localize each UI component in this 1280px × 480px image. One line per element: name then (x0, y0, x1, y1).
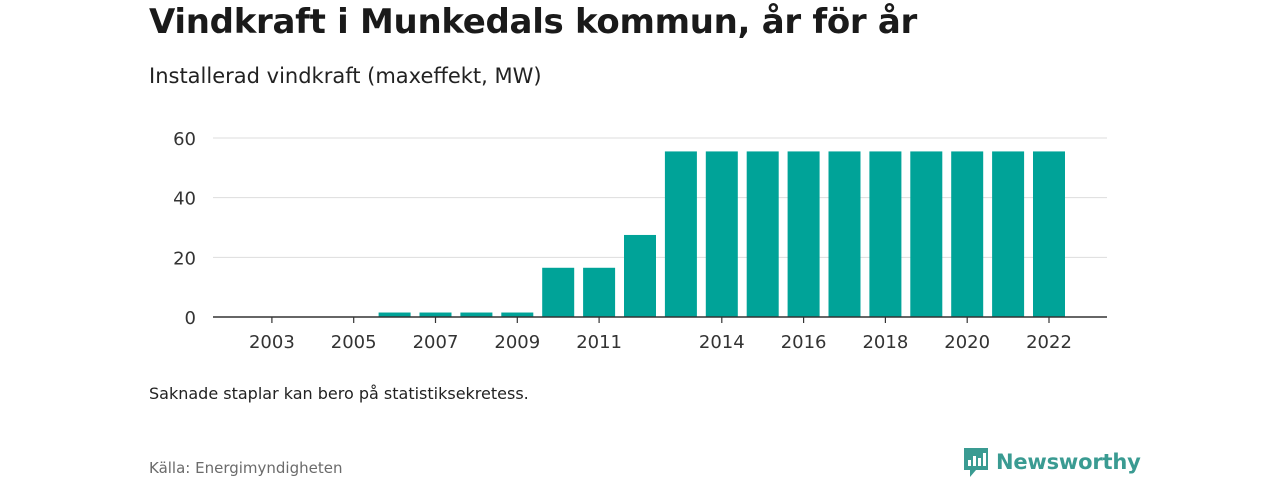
x-tick-label: 2007 (413, 332, 459, 353)
bar-2012 (624, 234, 656, 317)
brand-name: Newsworthy (996, 450, 1141, 474)
bar-2019 (910, 151, 943, 317)
x-tick-label: 2011 (576, 332, 622, 353)
x-tick-label: 2016 (781, 332, 827, 353)
y-tick-label: 40 (173, 189, 196, 210)
x-tick-label: 2003 (249, 332, 295, 353)
bars (378, 151, 1065, 317)
bar-2010 (542, 267, 575, 317)
bar-2007 (419, 312, 452, 317)
x-tick-label: 2005 (331, 332, 377, 353)
y-tick-label: 20 (173, 248, 196, 269)
x-tick-label: 2014 (699, 332, 745, 353)
chart-subtitle: Installerad vindkraft (maxeffekt, MW) (149, 64, 542, 88)
bar-2022 (1033, 151, 1065, 317)
bar-2011 (583, 267, 616, 317)
bar-2015 (746, 151, 779, 317)
bar-2013 (664, 151, 697, 317)
y-tick-label: 60 (173, 129, 196, 150)
x-tick-label: 2018 (862, 332, 908, 353)
bar-chart: 0 20 40 60 2003 2005 2007 2009 2011 2014 2016 2018 2… (173, 129, 1107, 353)
x-tick-label: 2022 (1026, 332, 1072, 353)
x-tick-label: 2009 (494, 332, 540, 353)
bar-2021 (992, 151, 1025, 317)
newsworthy-logo[interactable]: Newsworthy (962, 446, 1141, 478)
bar-2018 (869, 151, 902, 317)
bar-2006 (378, 312, 411, 317)
source-label: Källa: Energimyndigheten (149, 459, 343, 477)
bar-2009 (501, 312, 534, 317)
chart-note: Saknade staplar kan bero på statistiksek… (149, 384, 529, 403)
bar-2014 (705, 151, 738, 317)
bar-2017 (828, 151, 861, 317)
y-tick-label: 0 (185, 308, 196, 329)
bar-2020 (951, 151, 984, 317)
x-tick-label: 2020 (944, 332, 990, 353)
bar-2008 (460, 312, 493, 317)
chart-title: Vindkraft i Munkedals kommun, år för år (149, 2, 918, 42)
newsworthy-logo-icon (964, 448, 988, 477)
axes: 0 20 40 60 2003 2005 2007 2009 2011 2014 2016 2018 2… (173, 129, 1107, 353)
bar-2016 (787, 151, 820, 317)
